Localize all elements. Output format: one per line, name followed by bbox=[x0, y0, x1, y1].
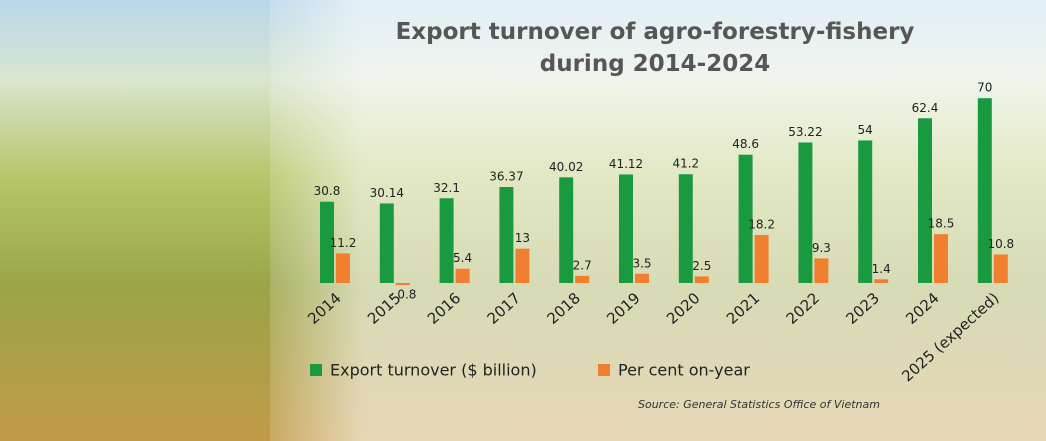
data-label: 30.8 bbox=[314, 184, 341, 198]
x-tick-label: 2020 bbox=[663, 289, 703, 328]
x-tick-label: 2024 bbox=[902, 289, 942, 328]
bar bbox=[934, 234, 948, 283]
data-label: 41.12 bbox=[609, 157, 643, 171]
data-label: 3.5 bbox=[632, 256, 651, 270]
data-label: 11.2 bbox=[330, 236, 357, 250]
x-tick-label: 2022 bbox=[783, 289, 823, 328]
bar bbox=[635, 273, 649, 283]
legend-swatch bbox=[310, 364, 322, 376]
bar bbox=[858, 140, 873, 283]
bar bbox=[874, 279, 889, 283]
data-label: 18.2 bbox=[748, 217, 775, 231]
x-tick-label: 2014 bbox=[304, 289, 344, 328]
bar bbox=[738, 154, 753, 283]
legend-swatch bbox=[598, 364, 610, 376]
bar bbox=[515, 248, 530, 283]
data-label: 18.5 bbox=[928, 217, 955, 231]
legend-label: Per cent on-year bbox=[618, 361, 750, 380]
bar bbox=[619, 174, 633, 283]
data-label: 2.5 bbox=[692, 259, 711, 273]
bar bbox=[395, 283, 410, 286]
data-label: 41.2 bbox=[672, 157, 699, 171]
data-label: 10.8 bbox=[987, 237, 1014, 251]
data-label: 53.22 bbox=[788, 125, 822, 139]
x-tick-label: 2017 bbox=[484, 289, 524, 328]
bar bbox=[678, 174, 693, 283]
x-tick-label: 2021 bbox=[723, 289, 763, 328]
data-label: 62.4 bbox=[912, 101, 939, 115]
legend-label: Export turnover ($ billion) bbox=[330, 361, 537, 380]
bar bbox=[559, 177, 574, 283]
bar bbox=[694, 276, 709, 283]
chart-title: Export turnover of agro-forestry-fishery… bbox=[395, 19, 915, 77]
bar bbox=[320, 201, 334, 283]
bar bbox=[499, 186, 514, 283]
bar bbox=[754, 234, 769, 283]
data-label: 9.3 bbox=[812, 241, 831, 255]
x-tick-label: 2019 bbox=[603, 289, 643, 328]
data-label: 54 bbox=[858, 123, 873, 137]
bar bbox=[993, 254, 1008, 283]
bar bbox=[575, 275, 590, 283]
background-overlay bbox=[270, 0, 1046, 441]
data-label: 13 bbox=[515, 231, 530, 245]
data-label: 1.4 bbox=[872, 262, 891, 276]
bar bbox=[918, 118, 932, 283]
data-label: 36.37 bbox=[489, 169, 523, 183]
bar bbox=[336, 253, 350, 283]
data-label: - 0.8 bbox=[389, 288, 416, 302]
data-label: 70 bbox=[977, 81, 992, 95]
data-label: 32.1 bbox=[433, 181, 460, 195]
data-label: 2.7 bbox=[573, 258, 592, 272]
bar bbox=[455, 268, 470, 283]
x-tick-label: 2023 bbox=[842, 289, 882, 328]
bar bbox=[439, 198, 454, 283]
data-label: 5.4 bbox=[453, 251, 472, 265]
bar bbox=[977, 98, 992, 283]
data-label: 40.02 bbox=[549, 160, 583, 174]
x-tick-label: 2018 bbox=[543, 289, 583, 328]
bar bbox=[798, 142, 813, 283]
source: Source: General Statistics Office of Vie… bbox=[638, 398, 880, 411]
x-tick-label: 2016 bbox=[424, 289, 464, 328]
data-label: 48.6 bbox=[732, 137, 759, 151]
data-label: 30.14 bbox=[370, 186, 404, 200]
bar bbox=[379, 203, 394, 283]
bar bbox=[814, 258, 829, 283]
